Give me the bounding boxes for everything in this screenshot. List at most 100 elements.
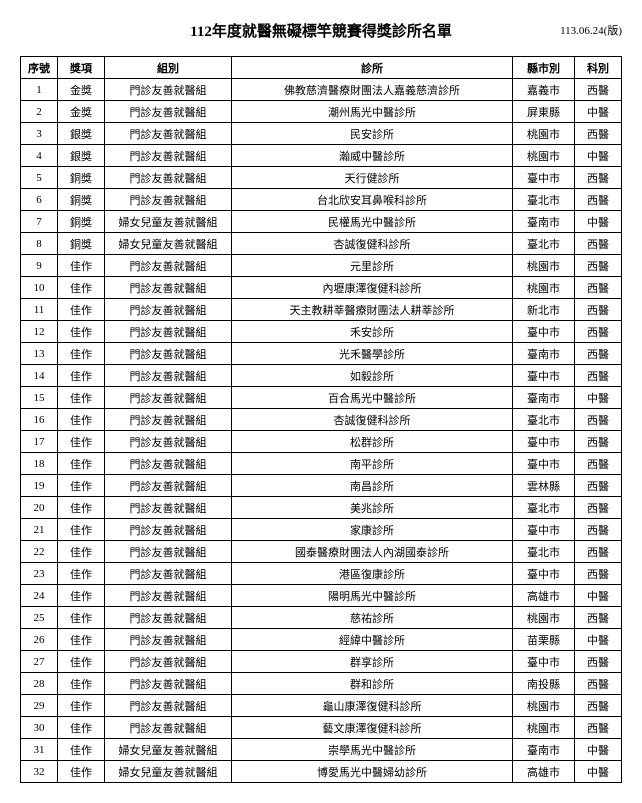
table-row: 29佳作門診友善就醫組龜山康澤復健科診所桃園市西醫	[21, 695, 622, 717]
table-cell: 港區復康診所	[232, 563, 513, 585]
table-row: 9佳作門診友善就醫組元里診所桃園市西醫	[21, 255, 622, 277]
table-cell: 西醫	[575, 277, 622, 299]
table-cell: 家康診所	[232, 519, 513, 541]
table-cell: 門診友善就醫組	[105, 651, 232, 673]
table-cell: 臺中市	[513, 365, 575, 387]
table-cell: 7	[21, 211, 58, 233]
table-cell: 西醫	[575, 475, 622, 497]
table-cell: 桃園市	[513, 277, 575, 299]
table-cell: 臺南市	[513, 211, 575, 233]
table-cell: 佳作	[58, 695, 105, 717]
table-cell: 門診友善就醫組	[105, 387, 232, 409]
table-cell: 門診友善就醫組	[105, 277, 232, 299]
table-cell: 杏誠復健科診所	[232, 409, 513, 431]
table-cell: 西醫	[575, 233, 622, 255]
table-cell: 高雄市	[513, 585, 575, 607]
table-cell: 銅獎	[58, 189, 105, 211]
table-cell: 19	[21, 475, 58, 497]
table-cell: 西醫	[575, 431, 622, 453]
table-cell: 佳作	[58, 497, 105, 519]
table-cell: 博愛馬光中醫婦幼診所	[232, 761, 513, 783]
table-cell: 佳作	[58, 299, 105, 321]
table-cell: 桃園市	[513, 717, 575, 739]
table-header-row: 序號 獎項 組別 診所 縣市別 科別	[21, 57, 622, 79]
table-row: 21佳作門診友善就醫組家康診所臺中市西醫	[21, 519, 622, 541]
table-cell: 5	[21, 167, 58, 189]
table-cell: 臺南市	[513, 387, 575, 409]
table-row: 12佳作門診友善就醫組禾安診所臺中市西醫	[21, 321, 622, 343]
table-row: 15佳作門診友善就醫組百合馬光中醫診所臺南市中醫	[21, 387, 622, 409]
table-cell: 31	[21, 739, 58, 761]
table-cell: 佳作	[58, 761, 105, 783]
table-cell: 西醫	[575, 563, 622, 585]
table-cell: 14	[21, 365, 58, 387]
table-cell: 門診友善就醫組	[105, 255, 232, 277]
table-cell: 門診友善就醫組	[105, 717, 232, 739]
table-cell: 佳作	[58, 563, 105, 585]
table-cell: 門診友善就醫組	[105, 321, 232, 343]
table-cell: 桃園市	[513, 255, 575, 277]
table-cell: 18	[21, 453, 58, 475]
table-cell: 西醫	[575, 541, 622, 563]
table-cell: 西醫	[575, 299, 622, 321]
table-cell: 禾安診所	[232, 321, 513, 343]
table-row: 24佳作門診友善就醫組陽明馬光中醫診所高雄市中醫	[21, 585, 622, 607]
page-header: 112年度就醫無礙標竿競賽得獎診所名單 113.06.24(版)	[20, 20, 622, 41]
table-cell: 銀獎	[58, 145, 105, 167]
table-cell: 臺中市	[513, 167, 575, 189]
table-row: 19佳作門診友善就醫組南昌診所雲林縣西醫	[21, 475, 622, 497]
table-cell: 松群診所	[232, 431, 513, 453]
table-cell: 嘉義市	[513, 79, 575, 101]
table-cell: 6	[21, 189, 58, 211]
table-row: 3銀獎門診友善就醫組民安診所桃園市西醫	[21, 123, 622, 145]
table-row: 27佳作門診友善就醫組群享診所臺中市西醫	[21, 651, 622, 673]
table-cell: 西醫	[575, 409, 622, 431]
table-cell: 22	[21, 541, 58, 563]
table-cell: 臺中市	[513, 651, 575, 673]
table-cell: 西醫	[575, 343, 622, 365]
table-cell: 28	[21, 673, 58, 695]
table-row: 28佳作門診友善就醫組群和診所南投縣西醫	[21, 673, 622, 695]
table-cell: 銅獎	[58, 167, 105, 189]
table-cell: 佳作	[58, 673, 105, 695]
table-body: 1金獎門診友善就醫組佛教慈濟醫療財團法人嘉義慈濟診所嘉義市西醫2金獎門診友善就醫…	[21, 79, 622, 783]
table-cell: 美兆診所	[232, 497, 513, 519]
table-cell: 百合馬光中醫診所	[232, 387, 513, 409]
table-cell: 崇學馬光中醫診所	[232, 739, 513, 761]
table-cell: 4	[21, 145, 58, 167]
table-row: 2金獎門診友善就醫組潮州馬光中醫診所屏東縣中醫	[21, 101, 622, 123]
table-cell: 臺中市	[513, 563, 575, 585]
table-cell: 25	[21, 607, 58, 629]
table-cell: 佳作	[58, 343, 105, 365]
table-cell: 西醫	[575, 453, 622, 475]
table-row: 14佳作門診友善就醫組如毅診所臺中市西醫	[21, 365, 622, 387]
table-cell: 臺中市	[513, 431, 575, 453]
table-cell: 門診友善就醫組	[105, 695, 232, 717]
table-cell: 內壢康澤復健科診所	[232, 277, 513, 299]
table-cell: 西醫	[575, 717, 622, 739]
table-cell: 佳作	[58, 431, 105, 453]
table-cell: 南平診所	[232, 453, 513, 475]
table-cell: 17	[21, 431, 58, 453]
table-cell: 門診友善就醫組	[105, 123, 232, 145]
table-cell: 15	[21, 387, 58, 409]
table-cell: 西醫	[575, 651, 622, 673]
table-cell: 門診友善就醫組	[105, 563, 232, 585]
table-cell: 佳作	[58, 651, 105, 673]
table-cell: 佳作	[58, 321, 105, 343]
table-cell: 門診友善就醫組	[105, 519, 232, 541]
table-cell: 佳作	[58, 519, 105, 541]
table-row: 5銅獎門診友善就醫組天行健診所臺中市西醫	[21, 167, 622, 189]
table-row: 16佳作門診友善就醫組杏誠復健科診所臺北市西醫	[21, 409, 622, 431]
col-dept: 科別	[575, 57, 622, 79]
col-seq: 序號	[21, 57, 58, 79]
table-cell: 國泰醫療財團法人內湖國泰診所	[232, 541, 513, 563]
table-row: 13佳作門診友善就醫組光禾醫學診所臺南市西醫	[21, 343, 622, 365]
col-award: 獎項	[58, 57, 105, 79]
table-cell: 西醫	[575, 695, 622, 717]
table-cell: 民安診所	[232, 123, 513, 145]
table-cell: 10	[21, 277, 58, 299]
table-cell: 西醫	[575, 497, 622, 519]
table-cell: 29	[21, 695, 58, 717]
table-row: 6銅獎門診友善就醫組台北欣安耳鼻喉科診所臺北市西醫	[21, 189, 622, 211]
